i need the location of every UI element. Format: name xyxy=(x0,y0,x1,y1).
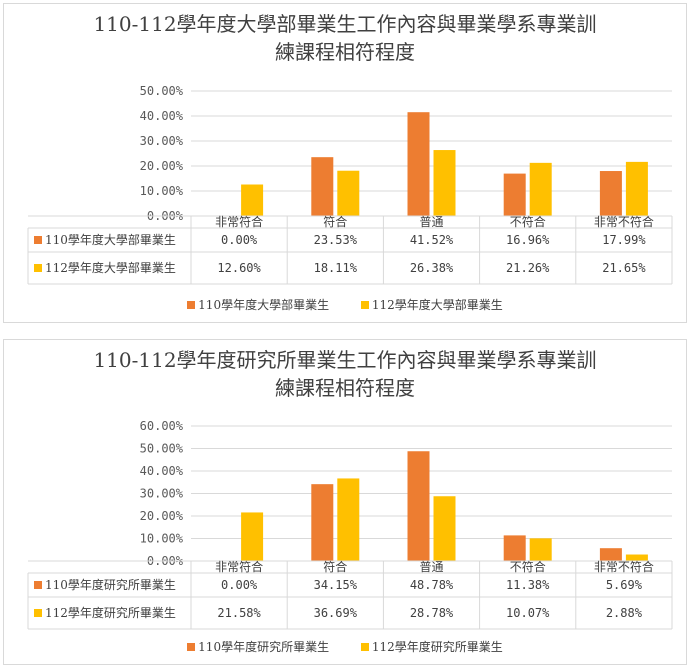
data-label: 17.99% xyxy=(602,233,646,247)
legend-swatch-112 xyxy=(360,642,369,651)
data-label: 16.96% xyxy=(506,233,550,247)
legend-item-110: 110學年度大學部畢業生 xyxy=(187,296,329,313)
category-label: 不符合 xyxy=(510,559,546,574)
data-label: 0.00% xyxy=(221,578,258,592)
data-label: 10.07% xyxy=(506,606,550,620)
y-tick-label: 40.00% xyxy=(140,109,184,123)
legend-swatch-110 xyxy=(187,300,196,309)
bar xyxy=(337,478,360,561)
y-tick-label: 40.00% xyxy=(140,464,184,478)
bar xyxy=(599,171,622,216)
bar xyxy=(529,538,552,561)
category-label: 不符合 xyxy=(510,214,546,229)
category-label: 非常不符合 xyxy=(594,559,654,574)
chart-title-line-1: 110-112學年度大學部畢業生工作內容與畢業學系專業訓 xyxy=(93,12,597,36)
bar xyxy=(433,150,456,216)
table-series-name: 110學年度大學部畢業生 xyxy=(45,232,176,247)
data-label: 26.38% xyxy=(410,261,454,275)
bar xyxy=(529,162,552,216)
bar xyxy=(433,496,456,561)
data-label: 18.11% xyxy=(314,261,358,275)
table-series-name: 112學年度大學部畢業生 xyxy=(45,260,176,275)
chart-title-line-2: 練課程相符程度 xyxy=(275,40,415,64)
category-label: 符合 xyxy=(323,559,347,574)
bar xyxy=(503,173,526,216)
table-legend-key xyxy=(34,609,42,617)
legend-swatch-110 xyxy=(187,642,196,651)
bar xyxy=(337,170,360,216)
table-legend-key xyxy=(34,581,42,589)
bar xyxy=(407,451,430,561)
y-tick-label: 60.00% xyxy=(140,419,184,433)
chart-title-line-1: 110-112學年度研究所畢業生工作內容與畢業學系專業訓 xyxy=(93,348,597,372)
legend-label-112: 112學年度研究所畢業生 xyxy=(371,640,503,654)
data-label: 5.69% xyxy=(606,578,643,592)
y-tick-label: 30.00% xyxy=(140,134,184,148)
data-label: 2.88% xyxy=(606,606,643,620)
legend-item-110: 110學年度研究所畢業生 xyxy=(187,638,329,655)
legend-item-112: 112學年度大學部畢業生 xyxy=(360,296,503,313)
category-label: 非常不符合 xyxy=(594,214,654,229)
category-label: 普通 xyxy=(419,215,443,229)
data-label: 0.00% xyxy=(221,233,258,247)
y-tick-label: 10.00% xyxy=(140,532,184,546)
data-label: 11.38% xyxy=(506,578,550,592)
y-tick-label: 50.00% xyxy=(140,84,184,98)
bar xyxy=(625,554,648,561)
bar xyxy=(311,484,334,561)
chart-panel-undergraduate: 110-112學年度大學部畢業生工作內容與畢業學系專業訓 練課程相符程度 0.0… xyxy=(3,3,687,323)
category-label: 非常符合 xyxy=(215,559,263,574)
data-label: 21.58% xyxy=(217,606,261,620)
bar xyxy=(599,548,622,561)
bar xyxy=(625,161,648,216)
bar xyxy=(311,157,334,216)
legend-item-112: 112學年度研究所畢業生 xyxy=(360,638,503,655)
legend-label-110: 110學年度研究所畢業生 xyxy=(198,640,330,654)
category-label: 普通 xyxy=(419,560,443,574)
chart-title: 110-112學年度研究所畢業生工作內容與畢業學系專業訓 練課程相符程度 xyxy=(4,346,686,402)
chart-legend: 110學年度大學部畢業生 112學年度大學部畢業生 xyxy=(4,296,686,313)
data-label: 41.52% xyxy=(410,233,454,247)
data-label: 28.78% xyxy=(410,606,454,620)
bar xyxy=(503,535,526,561)
y-tick-label: 10.00% xyxy=(140,184,184,198)
bar xyxy=(241,184,264,216)
data-label: 23.53% xyxy=(314,233,358,247)
bar-chart-with-data-table: 0.00% 10.00% 20.00% 30.00% 40.00% 50.00% 非常符合 符… xyxy=(27,84,673,285)
table-series-name: 112學年度研究所畢業生 xyxy=(45,605,176,620)
category-label: 符合 xyxy=(323,214,347,229)
y-tick-label: 20.00% xyxy=(140,509,184,523)
table-legend-key xyxy=(34,236,42,244)
data-label: 34.15% xyxy=(314,578,358,592)
bar xyxy=(241,512,264,561)
chart-legend: 110學年度研究所畢業生 112學年度研究所畢業生 xyxy=(4,638,686,655)
legend-label-112: 112學年度大學部畢業生 xyxy=(371,298,503,312)
data-label: 48.78% xyxy=(410,578,454,592)
bar xyxy=(407,112,430,216)
y-tick-label: 30.00% xyxy=(140,487,184,501)
data-label: 12.60% xyxy=(217,261,261,275)
data-label: 21.26% xyxy=(506,261,550,275)
y-tick-label: 20.00% xyxy=(140,159,184,173)
data-label: 36.69% xyxy=(314,606,358,620)
table-series-name: 110學年度研究所畢業生 xyxy=(45,577,176,592)
table-legend-key xyxy=(34,264,42,272)
data-label: 21.65% xyxy=(602,261,646,275)
chart-title: 110-112學年度大學部畢業生工作內容與畢業學系專業訓 練課程相符程度 xyxy=(4,10,686,66)
bar-chart-with-data-table: 0.00% 10.00% 20.00% 30.00% 40.00% 50.00% 60.00… xyxy=(27,419,673,630)
category-label: 非常符合 xyxy=(215,214,263,229)
y-tick-label: 50.00% xyxy=(140,442,184,456)
chart-title-line-2: 練課程相符程度 xyxy=(275,376,415,400)
chart-panel-graduate: 110-112學年度研究所畢業生工作內容與畢業學系專業訓 練課程相符程度 0.0… xyxy=(3,339,687,665)
legend-swatch-112 xyxy=(360,300,369,309)
legend-label-110: 110學年度大學部畢業生 xyxy=(198,298,330,312)
